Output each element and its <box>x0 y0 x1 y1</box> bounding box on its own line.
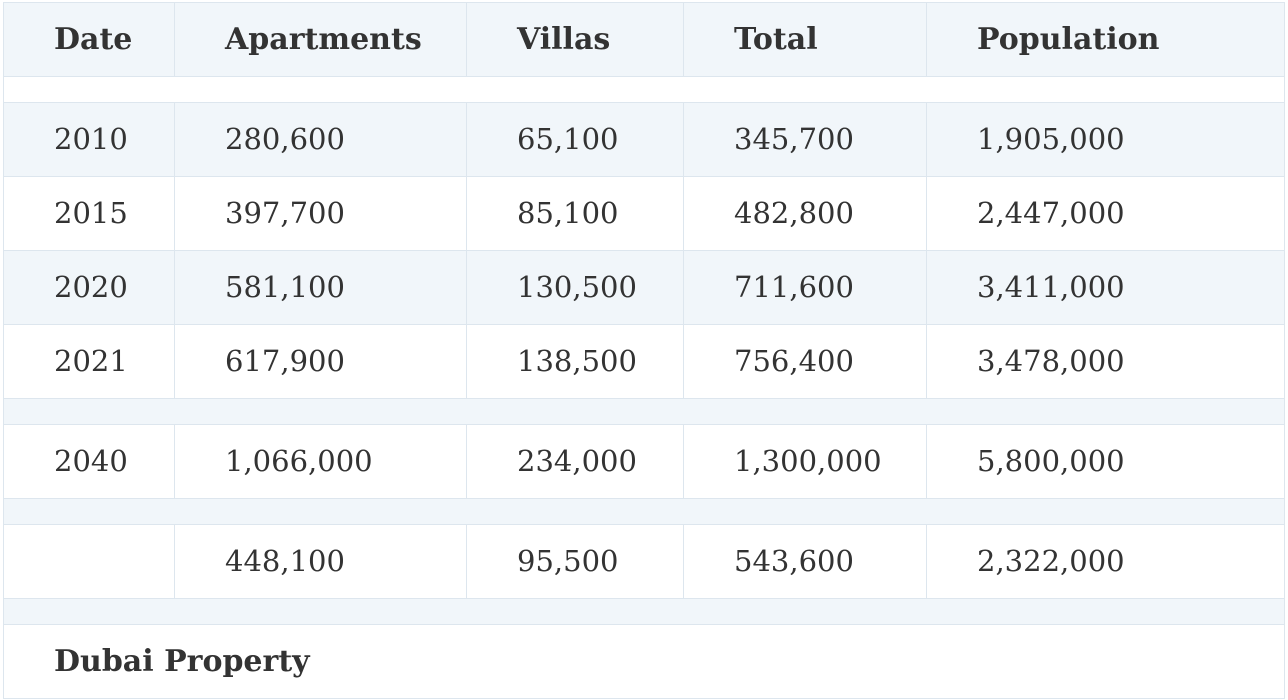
cell-apartments: 397,700 <box>174 176 467 251</box>
header-date: Date <box>3 2 175 77</box>
cell-total: 756,400 <box>683 324 927 399</box>
cell-total: 543,600 <box>683 524 927 599</box>
cell-apartments: 448,100 <box>174 524 467 599</box>
table-row: 2040 1,066,000 234,000 1,300,000 5,800,0… <box>3 424 1285 499</box>
spacer-row <box>3 498 1285 525</box>
header-population: Population <box>926 2 1285 77</box>
table-row: 2015 397,700 85,100 482,800 2,447,000 <box>3 176 1285 251</box>
cell-population: 1,905,000 <box>926 102 1285 177</box>
table-footer-row: Dubai Property <box>3 624 1285 699</box>
spacer-row <box>3 398 1285 425</box>
cell-date: 2021 <box>3 324 175 399</box>
cell-apartments: 1,066,000 <box>174 424 467 499</box>
cell-population: 3,411,000 <box>926 250 1285 325</box>
cell-total: 1,300,000 <box>683 424 927 499</box>
cell-date: 2010 <box>3 102 175 177</box>
cell-total: 711,600 <box>683 250 927 325</box>
cell-villas: 85,100 <box>466 176 684 251</box>
spacer-row <box>3 598 1285 625</box>
footer-source-label: Dubai Property <box>3 624 1285 699</box>
cell-date: 2020 <box>3 250 175 325</box>
cell-population: 5,800,000 <box>926 424 1285 499</box>
table-row: 448,100 95,500 543,600 2,322,000 <box>3 524 1285 599</box>
housing-table-container: Date Apartments Villas Total Population … <box>3 2 1285 699</box>
header-villas: Villas <box>466 2 684 77</box>
spacer-row <box>3 76 1285 103</box>
cell-villas: 65,100 <box>466 102 684 177</box>
spacer-cell <box>3 398 1285 425</box>
spacer-cell <box>3 598 1285 625</box>
cell-date <box>3 524 175 599</box>
cell-population: 2,447,000 <box>926 176 1285 251</box>
header-apartments: Apartments <box>174 2 467 77</box>
cell-apartments: 617,900 <box>174 324 467 399</box>
table-row: 2020 581,100 130,500 711,600 3,411,000 <box>3 250 1285 325</box>
table-header-row: Date Apartments Villas Total Population <box>3 2 1285 77</box>
cell-villas: 234,000 <box>466 424 684 499</box>
table-row: 2010 280,600 65,100 345,700 1,905,000 <box>3 102 1285 177</box>
cell-apartments: 280,600 <box>174 102 467 177</box>
housing-table: Date Apartments Villas Total Population … <box>3 2 1285 699</box>
cell-villas: 138,500 <box>466 324 684 399</box>
spacer-cell <box>3 498 1285 525</box>
header-total: Total <box>683 2 927 77</box>
cell-population: 2,322,000 <box>926 524 1285 599</box>
cell-total: 482,800 <box>683 176 927 251</box>
table-row: 2021 617,900 138,500 756,400 3,478,000 <box>3 324 1285 399</box>
cell-date: 2015 <box>3 176 175 251</box>
cell-villas: 130,500 <box>466 250 684 325</box>
cell-total: 345,700 <box>683 102 927 177</box>
cell-villas: 95,500 <box>466 524 684 599</box>
cell-apartments: 581,100 <box>174 250 467 325</box>
cell-date: 2040 <box>3 424 175 499</box>
cell-population: 3,478,000 <box>926 324 1285 399</box>
spacer-cell <box>3 76 1285 103</box>
